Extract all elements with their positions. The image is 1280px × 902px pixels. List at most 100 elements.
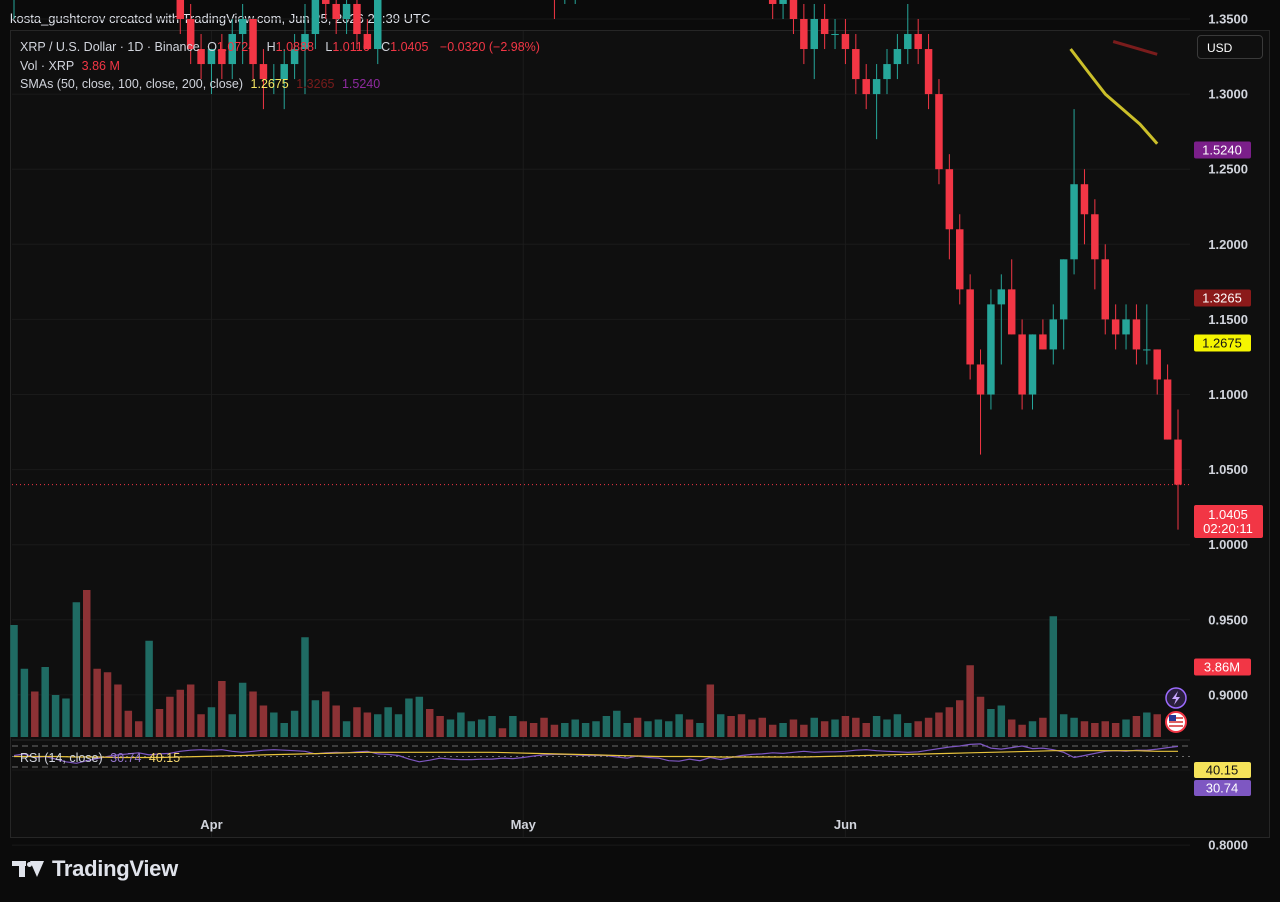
volume-bar [706,684,715,737]
sma50-value: 1.2675 [250,77,289,91]
time-axis-label: Jun [834,817,857,832]
sma100-badge-text: 1.3265 [1202,291,1242,306]
volume-bar [446,719,455,737]
volume-bar [727,716,735,737]
volume-bar [862,723,870,737]
volume-bar [31,691,39,737]
volume-bar [41,667,49,737]
currency-button[interactable]: USD [1197,35,1263,59]
low-value: 1.0116 [332,40,370,54]
volume-bar [280,723,288,737]
volume-bars [10,590,1161,737]
candle-body [1143,349,1151,351]
volume-bar [602,716,611,737]
volume-bar [186,684,195,737]
sma100-line [1112,40,1158,56]
volume-bar [72,602,81,737]
volume-bar [93,668,101,737]
time-axis-label: May [511,817,537,832]
candle-body [363,34,372,50]
brand-wordmark: TradingView [52,856,178,881]
volume-bar [893,714,902,737]
candle-body [1111,319,1120,335]
rsi-line [13,743,1179,764]
volume-bar [155,709,164,737]
candle-body [914,34,922,50]
candle-body [1153,349,1161,380]
volume-bar [935,712,943,737]
volume-bar [872,716,881,737]
volume-bar [103,672,112,737]
candle-body [259,64,268,80]
candle-body [1091,214,1099,260]
volume-bar [1070,717,1078,737]
volume-bar [779,723,787,737]
candle-body [841,34,850,50]
candle-body [238,19,247,35]
candle-body [1163,379,1172,440]
volume-bar [966,665,974,737]
volume-bar [529,723,538,737]
candle-body [280,64,288,80]
volume-bar [696,723,704,737]
candle-body [831,34,839,36]
volume-bar [62,698,70,737]
sma200-value: 1.5240 [341,77,381,91]
volume-bar [176,689,185,737]
volume-bar [374,714,382,737]
volume-bar [207,707,216,737]
rsi-ma-badge-text: 40.15 [1206,763,1239,778]
volume-bar [10,625,18,737]
candle-body [893,49,902,65]
volume-bar [914,721,922,737]
volume-bar [675,714,683,737]
sma100-badge: 1.3265 [1194,289,1251,307]
symbol-label: XRP / U.S. Dollar · 1D · Binance [20,40,200,54]
volume-bar [457,712,465,737]
candle-body [966,289,974,365]
candle-body [852,49,860,80]
candle-body [862,79,870,95]
candle-body [1039,334,1047,350]
volume-bar [1007,719,1016,737]
volume-bar [1018,724,1026,737]
sma50-badge-bg [1194,334,1251,352]
volume-bar [394,714,403,737]
volume-bar [758,717,767,737]
volume-bar [1039,717,1047,737]
candle-body [779,0,787,4]
candle-body [1132,319,1141,350]
us-flag-icon [1165,711,1187,733]
sma200-badge: 1.5240 [1194,141,1251,159]
volume-bar [987,709,995,737]
candle-body [322,0,330,4]
candle-body [924,49,933,95]
volume-bar [1122,719,1130,737]
volume-bar [810,717,818,737]
volume-bar [644,721,652,737]
tradingview-logo: TradingView [12,856,178,882]
candle-body [1059,259,1068,320]
rsi-badge-text: 30.74 [1206,781,1239,796]
volume-bar [197,714,205,737]
last-price-text: 1.0405 [1208,507,1248,522]
high-label: H [266,40,276,54]
volume-bar [342,721,351,737]
volume-bar [134,721,143,737]
volume-bar [415,696,424,737]
price-tick-label: 1.0000 [1208,537,1248,552]
volume-badge-bg [1194,658,1251,676]
price-tick-label: 0.8000 [1208,838,1248,853]
volume-label: Vol · XRP [20,59,75,73]
volume-bar [841,716,850,737]
candle-body [249,19,257,65]
low-label: L [325,40,333,54]
price-tick-label: 1.2000 [1208,237,1248,252]
sma100-value: 1.3265 [296,77,335,91]
candle-body [820,19,829,35]
volume-bar [166,696,174,737]
candle-body [342,3,351,20]
open-value: 1.0724 [216,40,256,54]
volume-bar [51,695,60,737]
